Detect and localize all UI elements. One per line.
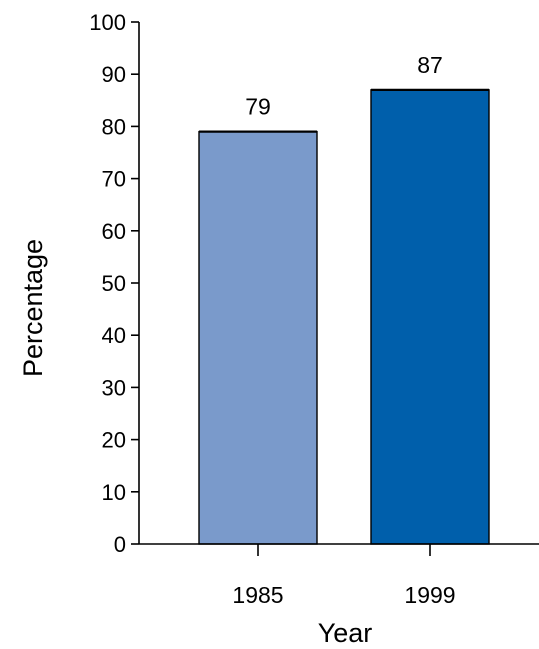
x-axis-title: Year	[318, 618, 373, 648]
axes	[138, 22, 539, 545]
bars: 79 87	[198, 52, 490, 545]
y-tick-label: 60	[102, 219, 126, 244]
bar-1999	[370, 89, 490, 545]
y-tick-label: 20	[102, 428, 126, 453]
y-tick-label: 40	[102, 323, 126, 348]
y-tick-label: 90	[102, 62, 126, 87]
y-tick-label: 30	[102, 375, 126, 400]
y-tick-label: 100	[89, 10, 126, 35]
y-axis-ticks: 0 10 20 30 40 50 60 70 80 90 100	[89, 10, 139, 557]
y-tick-label: 80	[102, 114, 126, 139]
y-tick-label: 10	[102, 480, 126, 505]
y-axis-title: Percentage	[18, 239, 48, 377]
x-category-label: 1985	[232, 582, 283, 608]
bar-1985	[198, 130, 318, 545]
bar-value-label: 87	[417, 52, 443, 78]
bar-value-label: 79	[245, 94, 271, 120]
y-tick-label: 0	[114, 532, 126, 557]
x-category-label: 1999	[404, 582, 455, 608]
y-tick-label: 50	[102, 271, 126, 296]
y-tick-label: 70	[102, 167, 126, 192]
x-axis-ticks: 1985 1999	[232, 544, 456, 608]
